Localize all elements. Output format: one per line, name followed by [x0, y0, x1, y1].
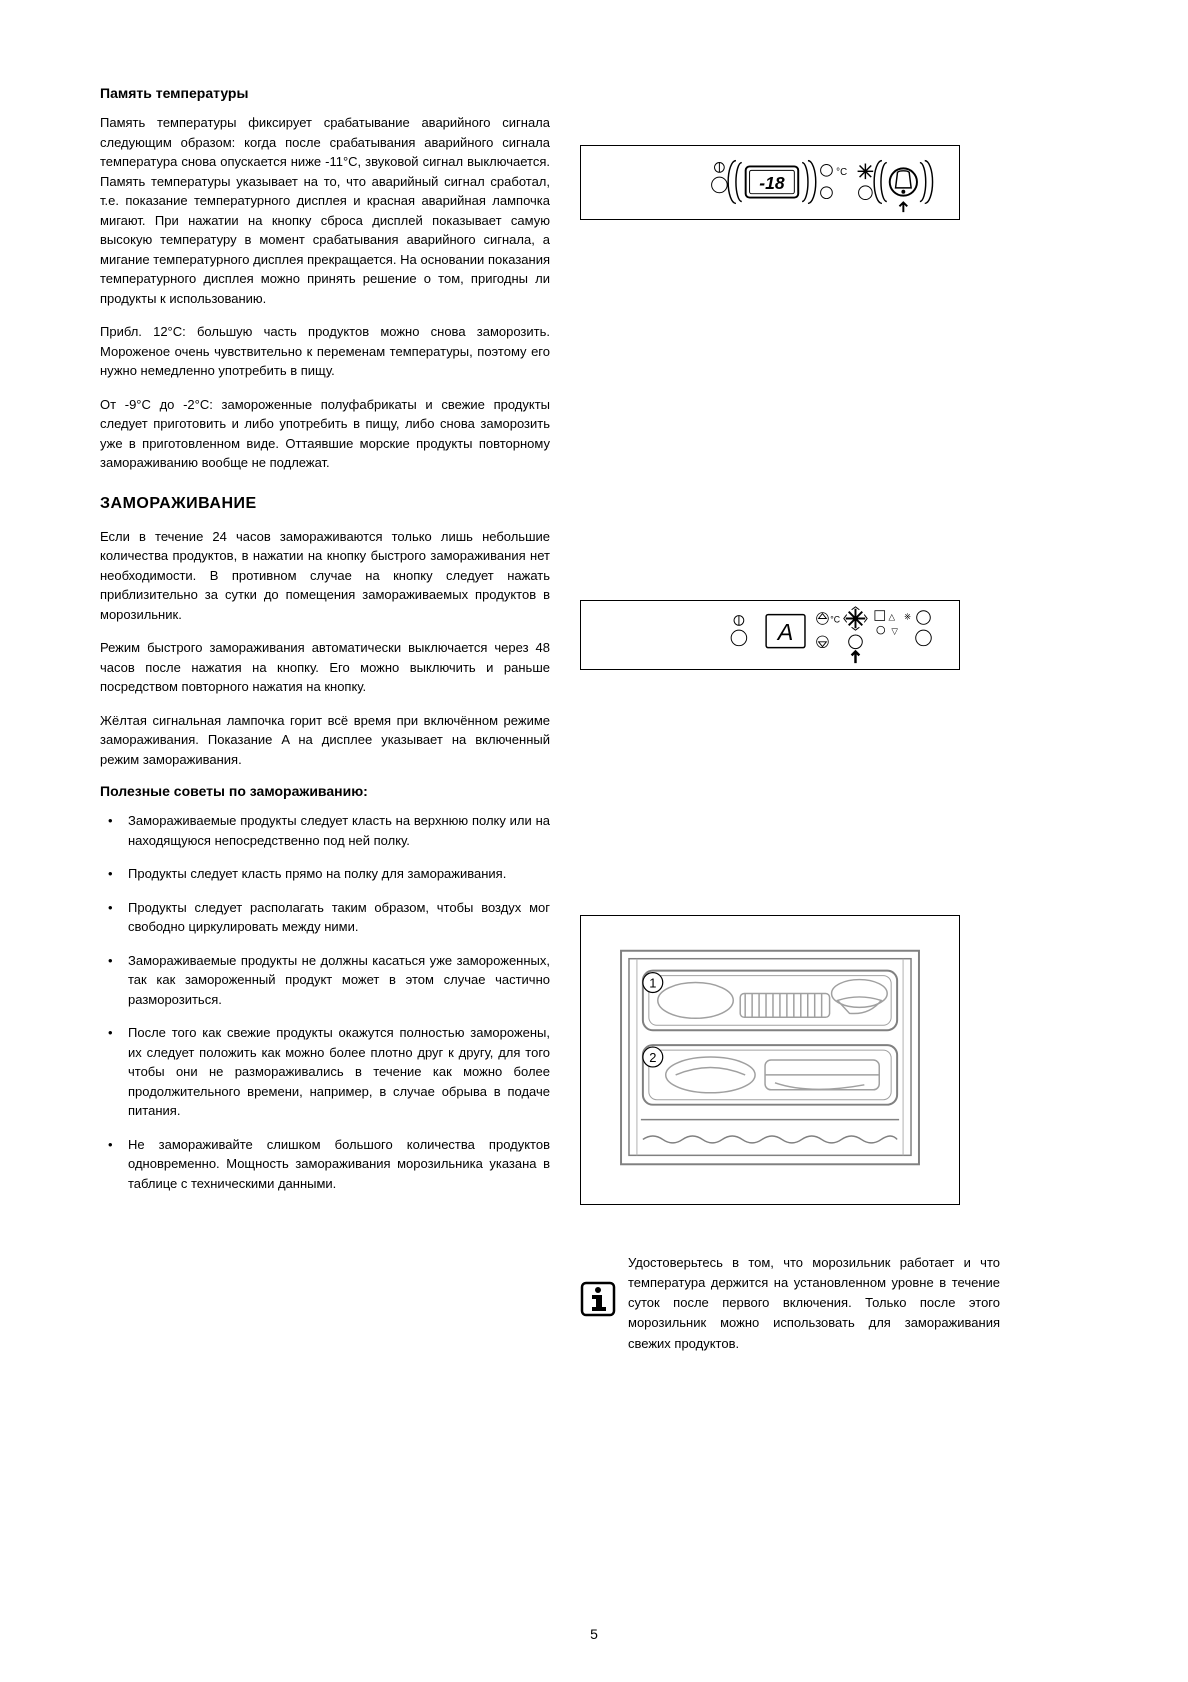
control-panel-figure-2: A °C △ — [580, 600, 960, 670]
left-column: Память температуры Память температуры фи… — [100, 85, 550, 1207]
svg-text:※: ※ — [904, 611, 911, 621]
svg-text:1: 1 — [649, 976, 656, 991]
info-icon — [580, 1281, 616, 1317]
list-item: Продукты следует располагать таким образ… — [100, 898, 550, 937]
svg-text:-18: -18 — [759, 173, 785, 193]
tips-list: Замораживаемые продукты следует класть н… — [100, 811, 550, 1193]
memory-heading: Память температуры — [100, 85, 550, 101]
info-text: Удостоверьтесь в том, что морозильник ра… — [628, 1253, 1000, 1354]
svg-text:°C: °C — [836, 167, 847, 178]
svg-text:△: △ — [889, 611, 896, 621]
svg-text:A: A — [776, 619, 794, 645]
list-item: Замораживаемые продукты следует класть н… — [100, 811, 550, 850]
panel-svg-2: A °C △ — [581, 601, 959, 669]
freezer-svg: 1 2 — [581, 916, 959, 1204]
memory-p1: Память температуры фиксирует срабатывани… — [100, 113, 550, 308]
tips-heading: Полезные советы по замораживанию: — [100, 783, 550, 799]
panel-svg-1: -18 °C — [581, 146, 959, 219]
memory-p2: Прибл. 12°С: большую часть продуктов мож… — [100, 322, 550, 381]
list-item: Продукты следует класть прямо на полку д… — [100, 864, 550, 884]
list-item: Не замораживайте слишком большого количе… — [100, 1135, 550, 1194]
list-item: Замораживаемые продукты не должны касать… — [100, 951, 550, 1010]
control-panel-figure-1: -18 °C — [580, 145, 960, 220]
freezing-p1: Если в течение 24 часов замораживаются т… — [100, 527, 550, 625]
freezing-heading: ЗАМОРАЖИВАНИЕ — [100, 495, 550, 513]
freezing-p3: Жёлтая сигнальная лампочка горит всё вре… — [100, 711, 550, 770]
memory-p3: От -9°С до -2°С: замороженные полуфабрик… — [100, 395, 550, 473]
svg-text:▽: ▽ — [891, 626, 898, 636]
freezing-p2: Режим быстрого замораживания автоматичес… — [100, 638, 550, 697]
right-column: -18 °C — [580, 85, 1088, 1207]
freezer-interior-figure: 1 2 — [580, 915, 960, 1205]
list-item: После того как свежие продукты окажутся … — [100, 1023, 550, 1121]
svg-text:2: 2 — [649, 1050, 656, 1065]
info-callout: Удостоверьтесь в том, что морозильник ра… — [580, 1253, 1000, 1368]
page-number: 5 — [590, 1626, 598, 1642]
svg-text:°C: °C — [830, 614, 840, 624]
